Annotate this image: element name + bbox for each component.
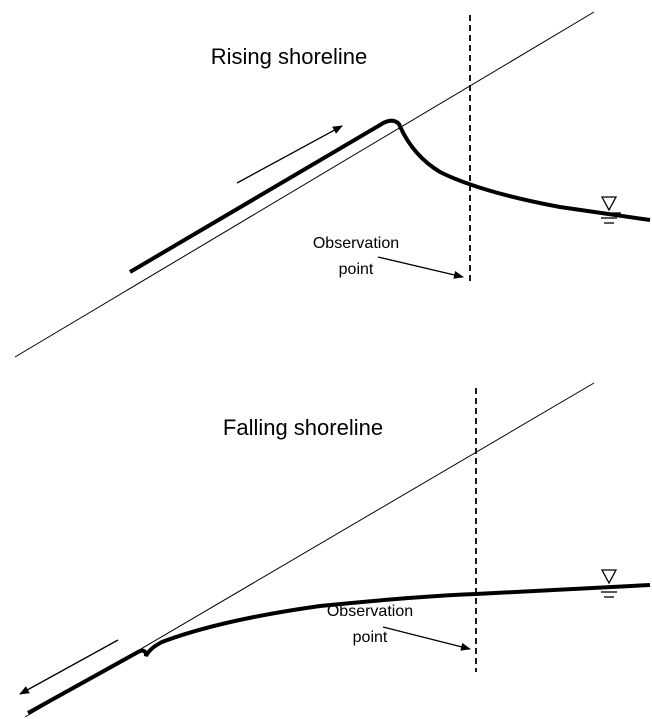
label-arrow [377,256,464,279]
label-line: Observation [313,235,399,252]
panel-title: Rising shoreline [211,44,368,69]
slope [14,11,595,358]
rising-panel: Rising shoreline Observation point [14,11,651,358]
water-surface [27,583,651,715]
water-symbol [597,569,621,598]
flow-arrow [19,639,119,695]
water-symbol [597,196,621,224]
flow-arrow [236,125,343,184]
water-surface [128,118,651,274]
panel-title: Falling shoreline [223,415,383,440]
falling-panel: Falling shoreline Observation point [19,382,651,718]
label-arrow [382,626,471,651]
label-line: Observation [327,603,413,620]
label-line: point [353,629,388,646]
label-line: point [339,261,374,278]
